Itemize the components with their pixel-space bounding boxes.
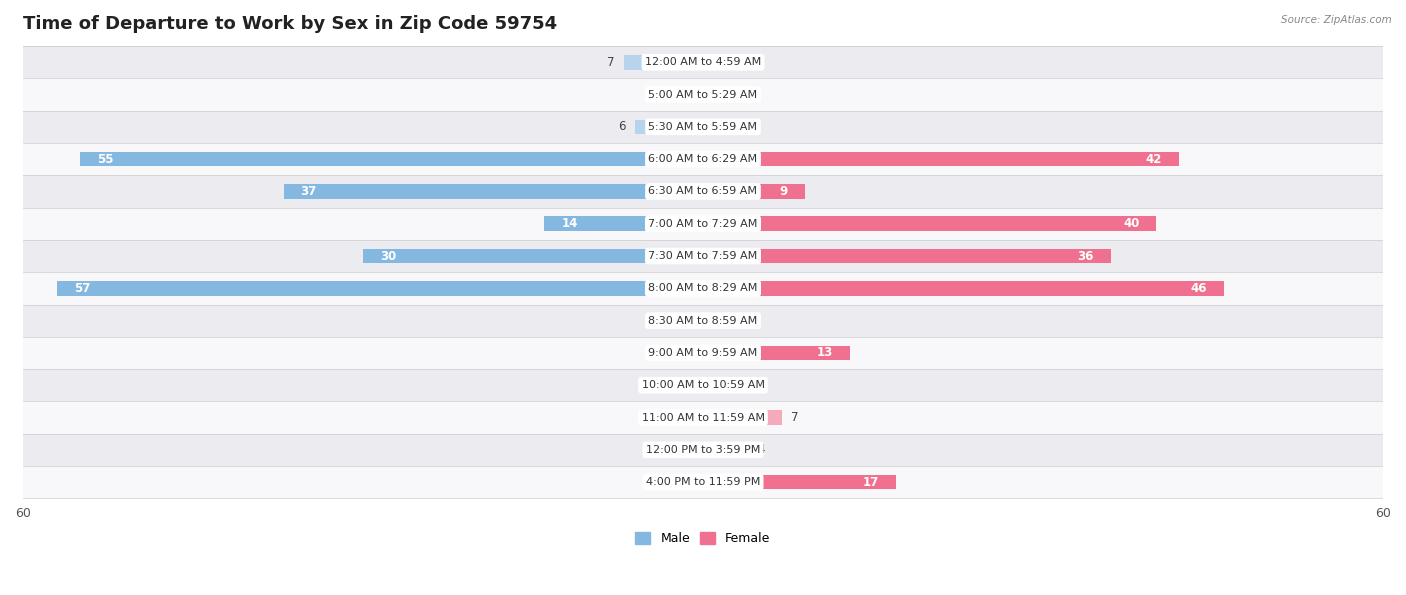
Text: 9:00 AM to 9:59 AM: 9:00 AM to 9:59 AM (648, 348, 758, 358)
Text: 7: 7 (792, 411, 799, 424)
Text: 6:00 AM to 6:29 AM: 6:00 AM to 6:29 AM (648, 154, 758, 164)
Bar (22, 111, 1384, 143)
Text: 6: 6 (619, 120, 626, 133)
Bar (22, 143, 1384, 176)
Text: 2: 2 (735, 314, 742, 327)
Text: 9: 9 (780, 185, 787, 198)
Bar (22, 369, 1384, 402)
Bar (703, 378, 737, 393)
Text: 46: 46 (1191, 282, 1208, 295)
Text: 36: 36 (1077, 249, 1094, 262)
Bar (22, 305, 1384, 337)
Bar (669, 443, 703, 457)
Bar (703, 411, 782, 425)
Text: 13: 13 (817, 346, 834, 359)
Text: 12:00 AM to 4:59 AM: 12:00 AM to 4:59 AM (645, 57, 761, 67)
Bar (22, 434, 1384, 466)
Bar (703, 443, 748, 457)
Text: 7: 7 (607, 56, 614, 69)
Bar (703, 152, 1180, 167)
Text: 0: 0 (686, 475, 695, 488)
Text: Time of Departure to Work by Sex in Zip Code 59754: Time of Departure to Work by Sex in Zip … (22, 15, 557, 33)
Text: 0: 0 (686, 411, 695, 424)
Text: 7:30 AM to 7:59 AM: 7:30 AM to 7:59 AM (648, 251, 758, 261)
Bar (363, 249, 703, 264)
Text: 4:00 PM to 11:59 PM: 4:00 PM to 11:59 PM (645, 477, 761, 487)
Text: 6:30 AM to 6:59 AM: 6:30 AM to 6:59 AM (648, 186, 758, 196)
Text: 0: 0 (686, 88, 695, 101)
Bar (703, 475, 896, 490)
Bar (22, 337, 1384, 369)
Bar (636, 120, 703, 134)
Bar (56, 281, 703, 296)
Bar (703, 249, 1111, 264)
Text: 4: 4 (758, 443, 765, 456)
Text: 5:30 AM to 5:59 AM: 5:30 AM to 5:59 AM (648, 122, 758, 132)
Bar (22, 208, 1384, 240)
Text: 0: 0 (711, 88, 720, 101)
Bar (703, 281, 1225, 296)
Text: 57: 57 (75, 282, 90, 295)
Text: 3: 3 (652, 443, 659, 456)
Text: 0: 0 (711, 120, 720, 133)
Bar (22, 79, 1384, 111)
Text: 14: 14 (561, 217, 578, 230)
Text: 42: 42 (1146, 153, 1161, 165)
Bar (22, 272, 1384, 305)
Text: 0: 0 (686, 379, 695, 392)
Bar (22, 176, 1384, 208)
Bar (544, 217, 703, 231)
Text: 40: 40 (1123, 217, 1139, 230)
Bar (703, 184, 806, 199)
Text: 7:00 AM to 7:29 AM: 7:00 AM to 7:29 AM (648, 219, 758, 228)
Bar (284, 184, 703, 199)
Bar (703, 217, 1156, 231)
Text: 3: 3 (747, 379, 754, 392)
Text: 12:00 PM to 3:59 PM: 12:00 PM to 3:59 PM (645, 445, 761, 455)
Bar (22, 466, 1384, 498)
Bar (22, 402, 1384, 434)
Text: 17: 17 (862, 475, 879, 488)
Text: 8:00 AM to 8:29 AM: 8:00 AM to 8:29 AM (648, 283, 758, 293)
Bar (681, 346, 703, 360)
Text: 5:00 AM to 5:29 AM: 5:00 AM to 5:29 AM (648, 90, 758, 99)
Bar (703, 346, 851, 360)
Text: 37: 37 (301, 185, 316, 198)
Bar (80, 152, 703, 167)
Text: 0: 0 (686, 314, 695, 327)
Text: 11:00 AM to 11:59 AM: 11:00 AM to 11:59 AM (641, 412, 765, 422)
Text: 8:30 AM to 8:59 AM: 8:30 AM to 8:59 AM (648, 316, 758, 325)
Text: Source: ZipAtlas.com: Source: ZipAtlas.com (1281, 15, 1392, 25)
Bar (22, 46, 1384, 79)
Legend: Male, Female: Male, Female (630, 527, 776, 550)
Bar (22, 240, 1384, 272)
Text: 2: 2 (664, 346, 671, 359)
Text: 10:00 AM to 10:59 AM: 10:00 AM to 10:59 AM (641, 380, 765, 390)
Text: 30: 30 (380, 249, 396, 262)
Bar (624, 55, 703, 70)
Text: 55: 55 (97, 153, 112, 165)
Text: 0: 0 (711, 56, 720, 69)
Bar (703, 314, 725, 328)
